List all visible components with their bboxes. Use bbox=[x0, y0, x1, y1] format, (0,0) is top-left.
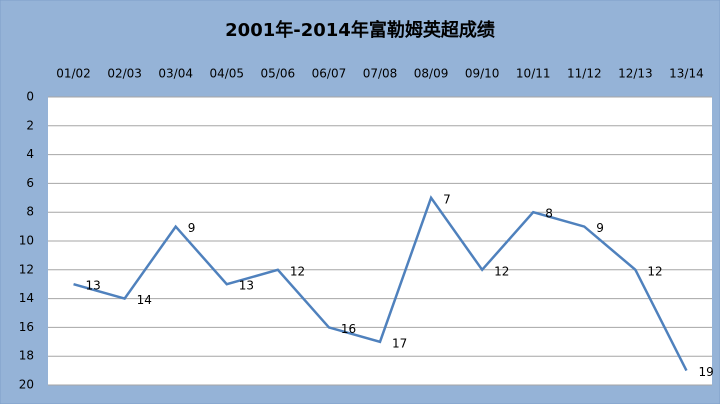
x-tick-label: 08/09 bbox=[414, 67, 449, 81]
data-label: 12 bbox=[290, 264, 305, 278]
y-tick-label: 8 bbox=[26, 205, 34, 219]
y-tick-label: 6 bbox=[26, 176, 34, 190]
data-label: 14 bbox=[137, 293, 152, 307]
data-label: 7 bbox=[443, 192, 451, 206]
y-tick-label: 16 bbox=[19, 320, 34, 334]
y-tick-label: 12 bbox=[19, 262, 34, 276]
x-tick-label: 02/03 bbox=[107, 67, 142, 81]
data-label: 12 bbox=[647, 264, 662, 278]
data-label: 9 bbox=[188, 221, 196, 235]
y-tick-label: 0 bbox=[26, 90, 34, 104]
y-tick-label: 14 bbox=[19, 291, 34, 305]
x-tick-label: 12/13 bbox=[618, 67, 653, 81]
x-tick-label: 05/06 bbox=[261, 67, 296, 81]
y-tick-label: 18 bbox=[19, 349, 34, 363]
x-tick-label: 10/11 bbox=[516, 67, 551, 81]
x-tick-label: 01/02 bbox=[56, 67, 91, 81]
line-series bbox=[73, 195, 688, 372]
data-label: 17 bbox=[392, 336, 407, 350]
x-tick-label: 07/08 bbox=[363, 67, 398, 81]
data-label: 9 bbox=[596, 221, 604, 235]
x-tick-label: 04/05 bbox=[209, 67, 244, 81]
x-tick-label: 13/14 bbox=[669, 67, 704, 81]
data-label: 12 bbox=[494, 264, 509, 278]
x-tick-label: 06/07 bbox=[312, 67, 347, 81]
data-label: 13 bbox=[86, 279, 101, 293]
data-label: 16 bbox=[341, 322, 356, 336]
y-tick-label: 2 bbox=[26, 118, 34, 132]
data-label: 13 bbox=[239, 279, 254, 293]
y-tick-label: 4 bbox=[26, 147, 34, 161]
x-tick-label: 03/04 bbox=[158, 67, 193, 81]
y-tick-label: 20 bbox=[19, 378, 34, 392]
x-tick-label: 11/12 bbox=[567, 67, 602, 81]
data-label: 19 bbox=[698, 365, 713, 379]
chart-title: 2001年-2014年富勒姆英超成绩 bbox=[225, 19, 495, 41]
data-label: 8 bbox=[545, 207, 553, 221]
y-tick-label: 10 bbox=[19, 234, 34, 248]
x-tick-label: 09/10 bbox=[465, 67, 500, 81]
